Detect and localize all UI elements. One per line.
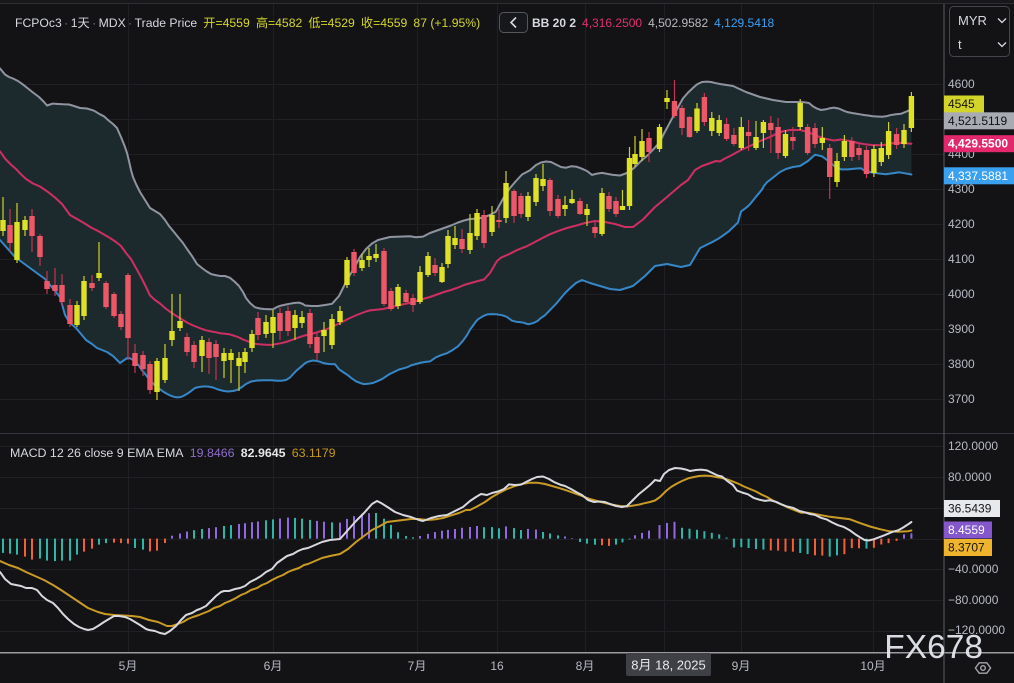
svg-text:MYR: MYR — [958, 13, 987, 28]
svg-text:BB 20 2 4,316.2500 4,502.9582: BB 20 2 4,316.2500 4,502.9582 4,129.5418 — [532, 16, 775, 30]
svg-text:6月: 6月 — [264, 659, 283, 673]
svg-text:4200: 4200 — [948, 217, 975, 231]
svg-text:MACD 12 26 close 9 EMA EMA 19.: MACD 12 26 close 9 EMA EMA 19.8466 82.96… — [10, 446, 336, 460]
svg-text:4600: 4600 — [948, 77, 975, 91]
svg-text:4000: 4000 — [948, 287, 975, 301]
svg-text:4545: 4545 — [948, 97, 975, 111]
svg-text:8.4559: 8.4559 — [948, 523, 985, 537]
svg-text:16: 16 — [490, 659, 504, 673]
svg-text:t: t — [958, 37, 962, 52]
svg-text:4,337.5881: 4,337.5881 — [948, 169, 1008, 183]
svg-text:120.0000: 120.0000 — [948, 439, 998, 453]
svg-text:7月: 7月 — [408, 659, 427, 673]
svg-text:4,429.5500: 4,429.5500 — [948, 137, 1008, 151]
svg-text:8.3707: 8.3707 — [948, 541, 985, 555]
svg-text:5月: 5月 — [119, 659, 138, 673]
svg-text:FX678: FX678 — [884, 629, 983, 666]
svg-text:4100: 4100 — [948, 252, 975, 266]
svg-text:3900: 3900 — [948, 322, 975, 336]
svg-text:3800: 3800 — [948, 357, 975, 371]
svg-text:−80.0000: −80.0000 — [948, 593, 999, 607]
svg-text:8月 18, 2025: 8月 18, 2025 — [631, 658, 705, 673]
svg-text:10月: 10月 — [860, 659, 885, 673]
svg-text:4300: 4300 — [948, 182, 975, 196]
svg-text:3700: 3700 — [948, 392, 975, 406]
svg-text:−120.0000: −120.0000 — [948, 623, 1005, 637]
svg-text:9月: 9月 — [732, 659, 751, 673]
svg-text:FCPOc3 · 1天 · MDX · Trade Pric: FCPOc3 · 1天 · MDX · Trade Price 开=4559 高… — [15, 15, 480, 30]
svg-text:36.5439: 36.5439 — [948, 502, 992, 516]
svg-text:8月: 8月 — [576, 659, 595, 673]
svg-text:−40.0000: −40.0000 — [948, 562, 999, 576]
svg-text:4,521.5119: 4,521.5119 — [948, 114, 1007, 128]
svg-text:80.0000: 80.0000 — [948, 470, 992, 484]
